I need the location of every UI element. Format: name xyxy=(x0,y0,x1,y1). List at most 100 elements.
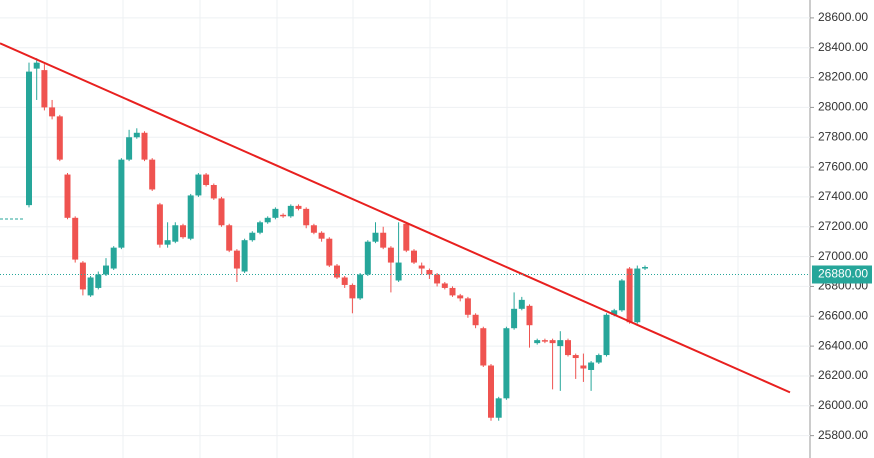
y-tick-label: 26400.00 xyxy=(818,338,868,352)
y-tick-label: 27600.00 xyxy=(818,159,868,173)
candle-body xyxy=(395,262,402,281)
candle-body xyxy=(495,398,502,418)
candle-body xyxy=(126,137,133,160)
candle-body xyxy=(503,328,510,399)
candle-body xyxy=(172,225,179,242)
candle-body xyxy=(164,240,171,245)
candle-body xyxy=(588,362,595,370)
candle-body xyxy=(226,225,233,251)
y-tick-label: 26600.00 xyxy=(818,308,868,322)
last-price-label: 26880.00 xyxy=(818,267,868,281)
candle-body xyxy=(480,328,487,366)
candle-body xyxy=(526,305,533,326)
candle-body xyxy=(103,265,109,275)
y-tick-label: 28400.00 xyxy=(818,40,868,54)
candle-body xyxy=(457,295,464,299)
candle-body xyxy=(626,268,633,323)
candle-body xyxy=(464,298,471,315)
candle-body xyxy=(195,174,202,196)
candle-body xyxy=(557,340,564,347)
candle-body xyxy=(634,268,641,323)
candle-body xyxy=(357,274,364,299)
y-tick-label: 27800.00 xyxy=(818,129,868,143)
candle-body xyxy=(49,107,56,117)
candle-body xyxy=(110,247,117,269)
candle-body xyxy=(642,267,648,269)
y-tick-label: 27000.00 xyxy=(818,249,868,263)
candle-body xyxy=(280,214,287,217)
y-tick-label: 28000.00 xyxy=(818,100,868,114)
candle-body xyxy=(411,250,417,263)
y-tick-label: 28600.00 xyxy=(818,10,868,24)
candle-body xyxy=(56,116,63,160)
vertical-grid xyxy=(46,0,739,458)
candle-body xyxy=(565,340,571,356)
candle-body xyxy=(441,283,448,288)
candle-body xyxy=(364,241,371,275)
trendline xyxy=(0,42,791,394)
candle-body xyxy=(418,265,425,269)
y-tick-label: 27200.00 xyxy=(818,219,868,233)
candle-body xyxy=(295,205,302,209)
candle-body xyxy=(380,232,387,248)
candle-body xyxy=(118,159,125,248)
candle-body xyxy=(326,238,333,266)
candle-body xyxy=(33,62,40,69)
candle-body xyxy=(449,287,456,296)
candle-body xyxy=(95,274,102,288)
candle-body xyxy=(595,355,602,363)
candle-body xyxy=(257,222,263,233)
candle-body xyxy=(534,340,541,344)
candle-body xyxy=(618,280,625,311)
candle-body xyxy=(233,250,240,269)
candle-body xyxy=(541,340,548,342)
y-tick-label: 26200.00 xyxy=(818,368,868,382)
candle-body xyxy=(511,308,518,329)
candle-body xyxy=(349,284,356,299)
candle-body xyxy=(472,314,479,326)
candle-body xyxy=(149,159,156,190)
candle-body xyxy=(572,355,579,359)
last-price-box xyxy=(812,265,872,284)
candle-body xyxy=(133,132,140,138)
y-tick-label: 28200.00 xyxy=(818,70,868,84)
candle-body xyxy=(387,247,394,263)
candle-body xyxy=(611,310,618,315)
candle-body xyxy=(26,71,32,206)
candle-body xyxy=(603,314,610,356)
candle-body xyxy=(87,277,94,296)
candle-body xyxy=(156,204,163,245)
candle-body xyxy=(403,223,410,251)
candle-body xyxy=(187,195,194,239)
y-tick-label: 25800.00 xyxy=(818,428,868,442)
candle-body xyxy=(241,240,248,272)
candle-body xyxy=(434,274,441,284)
candle-body xyxy=(372,232,379,242)
candle-body xyxy=(72,217,79,260)
candle-body xyxy=(287,205,294,217)
candle-body xyxy=(180,225,186,238)
candle-body xyxy=(249,232,256,241)
y-tick-label: 27400.00 xyxy=(818,189,868,203)
y-tick-label: 26000.00 xyxy=(818,398,868,412)
candle-body xyxy=(41,70,48,108)
candle-body xyxy=(310,225,317,233)
candle-body xyxy=(303,208,310,226)
candle-body xyxy=(488,365,494,418)
candle-body xyxy=(426,270,433,275)
candle-body xyxy=(334,265,340,278)
candle-body xyxy=(210,184,217,199)
candle-body xyxy=(272,208,279,218)
candle-body xyxy=(203,174,210,185)
candle-body xyxy=(218,198,225,226)
candle-body xyxy=(264,217,271,223)
candle-body xyxy=(141,132,148,160)
candle-body xyxy=(580,365,587,369)
candle-body xyxy=(64,174,71,218)
candle-body xyxy=(79,262,86,290)
candle-body xyxy=(518,299,525,309)
candle-body xyxy=(341,277,348,285)
candle-body xyxy=(549,340,556,344)
candle-body xyxy=(318,232,325,239)
